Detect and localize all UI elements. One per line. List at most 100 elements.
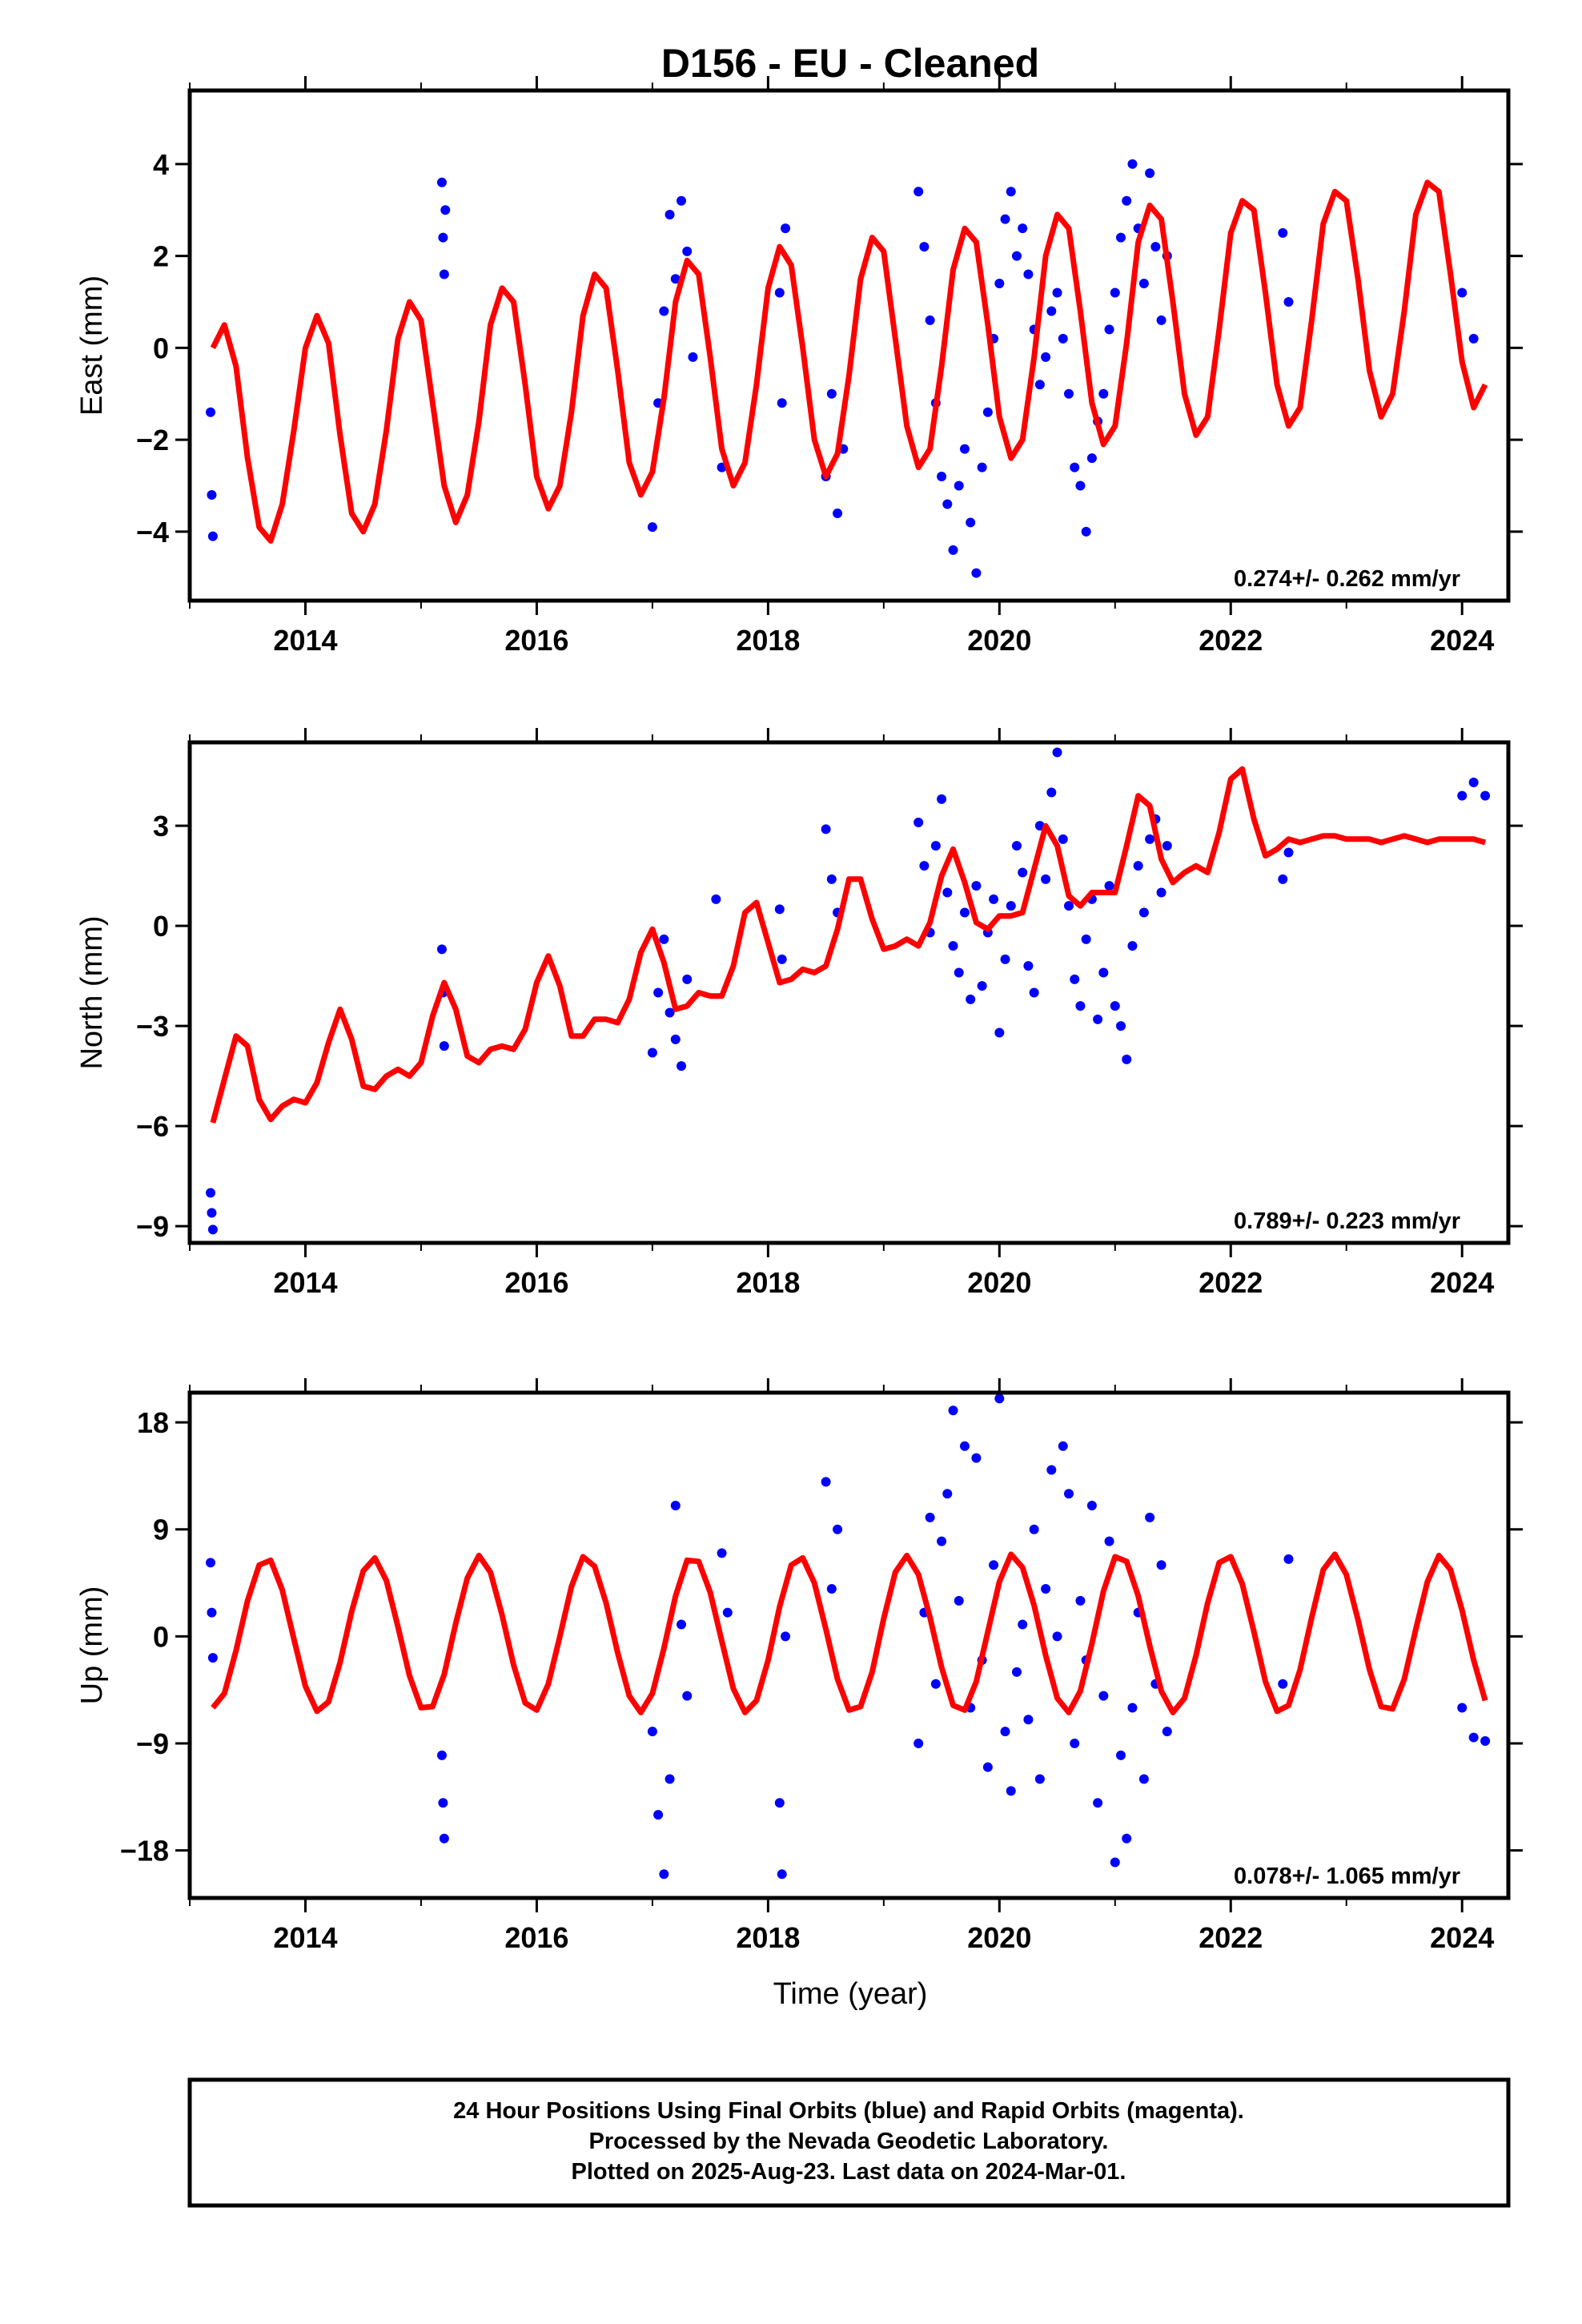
up-observation-point: [982, 1762, 993, 1772]
north-observation-point: [774, 904, 785, 915]
north-observation-point: [1023, 961, 1034, 971]
east-observation-point: [1138, 279, 1149, 289]
east-observation-point: [826, 388, 837, 399]
east-observation-point: [1278, 227, 1288, 238]
north-observation-point: [966, 994, 976, 1004]
up-observation-point: [717, 1548, 727, 1558]
up-observation-point: [1162, 1727, 1172, 1737]
east-observation-point: [919, 242, 930, 252]
up-observation-point: [1145, 1512, 1155, 1522]
up-observation-point: [1075, 1595, 1086, 1606]
north-observation-point: [653, 987, 664, 998]
up-y-axis-label: Up (mm): [75, 1586, 109, 1705]
north-observation-point: [711, 894, 721, 904]
east-observation-point: [966, 517, 976, 528]
north-x-tick-label: 2022: [1199, 1266, 1263, 1299]
north-plot-area: [206, 747, 1491, 1235]
north-observation-point: [942, 887, 953, 898]
up-observation-point: [925, 1512, 935, 1522]
east-observation-point: [647, 522, 657, 533]
east-observation-point: [1081, 526, 1091, 537]
up-observation-point: [777, 1869, 787, 1880]
east-observation-point: [1156, 315, 1166, 325]
up-y-tick-label: 9: [153, 1514, 169, 1546]
up-observation-point: [1006, 1786, 1016, 1796]
north-observation-point: [659, 934, 669, 944]
east-frame: [187, 88, 1511, 603]
up-observation-point: [959, 1441, 970, 1451]
up-observation-point: [1023, 1715, 1034, 1725]
north-observation-point: [677, 1061, 687, 1072]
up-observation-point: [1058, 1441, 1068, 1451]
east-observation-point: [438, 232, 448, 243]
footer-line-2: Processed by the Nevada Geodetic Laborat…: [589, 2129, 1109, 2154]
up-observation-point: [1011, 1667, 1022, 1677]
up-observation-point: [1052, 1631, 1062, 1642]
north-y-tick-label: 0: [153, 910, 169, 943]
north-observation-point: [919, 861, 930, 871]
east-observation-point: [1006, 187, 1016, 197]
up-observation-point: [989, 1560, 999, 1570]
east-observation-point: [659, 306, 669, 316]
east-observation-point: [1034, 380, 1045, 390]
north-observation-point: [1104, 881, 1114, 891]
east-x-tick-label: 2018: [736, 624, 800, 657]
up-y-tick-label: −9: [136, 1727, 169, 1760]
east-observation-point: [1023, 269, 1034, 279]
east-observation-point: [1058, 333, 1068, 344]
up-observation-point: [1041, 1583, 1051, 1594]
up-observation-point: [937, 1536, 947, 1546]
north-observation-point: [1278, 874, 1288, 884]
east-observation-point: [1104, 324, 1114, 335]
east-observation-point: [1011, 251, 1022, 261]
panel-north: 2014 2016 2018 2020 2022 2024 −9 −6 −3 0 3 North (m…: [75, 728, 1523, 1299]
north-observation-point: [682, 974, 693, 984]
north-y-tick-label: 3: [153, 810, 169, 842]
up-observation-point: [781, 1631, 791, 1642]
east-observation-point: [677, 195, 687, 206]
north-observation-point: [777, 954, 787, 964]
east-y-tick-label: −4: [136, 516, 169, 549]
north-x-tick-label: 2020: [967, 1266, 1031, 1299]
up-plot-area: [206, 1393, 1491, 1880]
up-model-curve: [211, 1551, 1488, 1715]
up-observation-point: [1116, 1750, 1126, 1760]
north-observation-point: [1098, 967, 1109, 978]
north-observation-point: [1457, 790, 1468, 801]
north-observation-point: [1468, 778, 1479, 787]
up-observation-point: [1122, 1833, 1132, 1844]
up-observation-point: [1127, 1703, 1138, 1713]
up-observation-point: [826, 1583, 837, 1594]
north-observation-point: [1127, 941, 1138, 951]
east-rate-label: 0.274+/- 0.262 mm/yr: [1234, 566, 1460, 592]
up-observation-point: [833, 1524, 843, 1534]
east-x-tick-label: 2022: [1199, 624, 1263, 657]
north-observation-point: [670, 1034, 681, 1044]
north-observation-point: [971, 881, 982, 891]
north-observation-point: [1116, 1021, 1126, 1031]
east-observation-point: [439, 269, 449, 279]
panel-up: 2014 2016 2018 2020 2022 2024 −18 −9 0 9 18 Up (mm)…: [75, 1378, 1523, 1954]
up-observation-point: [971, 1453, 982, 1463]
up-observation-point: [1093, 1798, 1103, 1808]
up-observation-point: [1034, 1774, 1045, 1784]
north-observation-point: [994, 1027, 1005, 1038]
north-observation-point: [1006, 901, 1016, 911]
panel-east: 2014 2016 2018 2020 2022 2024 −4 −2 0 2 4 East (mm)…: [75, 76, 1523, 657]
north-observation-point: [436, 944, 447, 955]
north-observation-point: [930, 841, 941, 851]
east-observation-point: [1075, 480, 1086, 491]
footer-box: 24 Hour Positions Using Final Orbits (bl…: [187, 2077, 1511, 2208]
up-observation-point: [682, 1691, 693, 1701]
up-observation-point: [722, 1607, 733, 1618]
north-observation-point: [913, 818, 924, 827]
east-observation-point: [1150, 242, 1161, 252]
up-observation-point: [1104, 1536, 1114, 1546]
east-observation-point: [207, 490, 217, 501]
north-frame: [187, 740, 1511, 1245]
north-observation-point: [937, 794, 947, 804]
east-observation-point: [440, 205, 451, 215]
north-observation-point: [954, 967, 964, 978]
up-observation-point: [1156, 1560, 1166, 1570]
